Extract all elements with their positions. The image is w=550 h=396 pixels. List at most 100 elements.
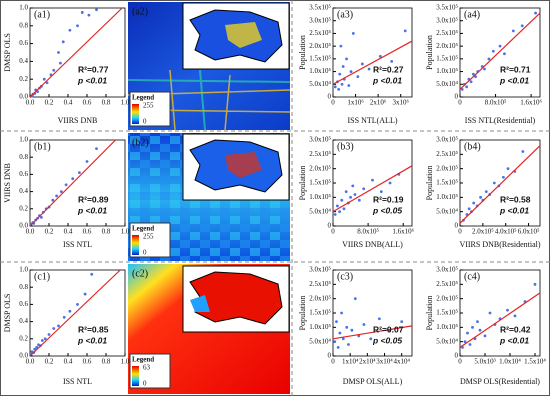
x-tick-label: 0.2 <box>45 228 54 236</box>
point <box>340 311 343 315</box>
point <box>521 150 525 153</box>
p-value: p <0.05 <box>372 335 402 345</box>
x-tick-label: 1.0x10⁴ <box>499 358 521 366</box>
p-value: p <0.05 <box>372 205 402 215</box>
r-squared: R²=0.85 <box>78 324 109 334</box>
legend-bar <box>132 366 139 386</box>
fit-line <box>459 145 541 224</box>
point <box>55 194 58 198</box>
legend-max: 255 <box>143 102 154 110</box>
fit-line <box>332 165 413 213</box>
y-tick-label: 1.0 <box>19 266 28 274</box>
x-tick-label: 8.0x10⁵ <box>357 228 379 236</box>
p-value: p <0.01 <box>77 335 107 345</box>
x-tick-label: 0 <box>331 228 335 236</box>
panel-label: (a1) <box>34 9 50 20</box>
x-tick-label: 0.6 <box>83 228 92 236</box>
y-tick-label: 5.0x10⁴ <box>309 337 331 345</box>
point <box>342 207 346 211</box>
x-tick-label: 1.0 <box>121 358 130 366</box>
y-tick-label: 1.5x10⁵ <box>436 179 458 187</box>
x-tick-label: 1.6x10⁶ <box>392 228 414 236</box>
y-tick-label: 3.5x10⁵ <box>436 4 458 12</box>
point <box>344 190 348 194</box>
y-tick-label: 0.2 <box>19 334 28 342</box>
point <box>379 54 382 58</box>
y-tick-label: 0.0 <box>19 222 28 230</box>
x-tick-label: 1.5x10⁴ <box>524 358 546 366</box>
legend-title: Legend <box>132 356 154 364</box>
point <box>335 320 338 323</box>
point <box>379 190 383 194</box>
point <box>340 198 344 202</box>
y-tick-label: 5.0x10⁴ <box>436 207 458 215</box>
point <box>57 51 60 54</box>
x-axis-label: VIIRS DNB <box>58 116 98 125</box>
fit-line <box>29 139 116 227</box>
point <box>336 346 340 349</box>
point <box>357 198 361 202</box>
point <box>506 167 510 171</box>
point <box>377 317 381 321</box>
point <box>83 292 87 296</box>
x-axis-label: ISS NTL(ALL) <box>348 116 398 125</box>
panel-label: (c4) <box>464 271 480 282</box>
y-tick-label: 5.0x10⁴ <box>436 80 458 88</box>
point <box>68 28 72 32</box>
r-squared: R²=0.42 <box>500 324 531 334</box>
point <box>351 184 355 188</box>
point <box>61 40 65 44</box>
y-tick-label: 0 <box>455 222 459 230</box>
x-axis-label: ISS NTL <box>63 377 92 386</box>
y-tick-label: 2.5x10⁵ <box>309 150 331 158</box>
fit-line <box>332 40 413 85</box>
y-tick-label: 0.2 <box>19 204 28 212</box>
x-tick-label: 1.0 <box>121 228 130 236</box>
legend-max: 255 <box>143 233 154 241</box>
y-tick-label: 1.5x10⁵ <box>309 54 331 62</box>
y-tick-label: 3.0x10⁵ <box>309 136 331 144</box>
fit-line <box>29 269 121 357</box>
x-tick-label: 1x10⁶ <box>347 99 364 107</box>
x-tick-label: 0.4 <box>64 358 73 366</box>
legend-bar <box>132 104 139 124</box>
fit-line <box>332 325 413 340</box>
y-tick-label: 0.6 <box>19 39 28 47</box>
r-squared: R²=0.71 <box>500 65 531 75</box>
point <box>90 272 94 276</box>
y-tick-label: 3.0x10⁵ <box>436 136 458 144</box>
y-tick-label: 1.0 <box>19 136 28 144</box>
x-axis-label: ISS NTL <box>63 240 92 249</box>
x-tick-label: 2x10⁶ <box>370 99 387 107</box>
point <box>487 57 491 61</box>
y-tick-label: 3.0x10⁵ <box>436 266 458 274</box>
point <box>390 60 394 63</box>
panel-label: (c2) <box>132 268 148 279</box>
y-tick-label: 1.5x10⁵ <box>436 309 458 317</box>
x-tick-label: 0 <box>331 358 335 366</box>
r-squared: R²=0.07 <box>373 324 404 334</box>
y-tick-label: 2.0x10⁵ <box>436 42 458 50</box>
point <box>335 204 339 208</box>
y-tick-label: 2.0x10⁵ <box>436 294 458 302</box>
point <box>341 65 345 68</box>
y-axis-label: Population <box>298 166 307 201</box>
point <box>347 84 351 87</box>
point <box>333 213 337 216</box>
y-tick-label: 0.4 <box>19 187 28 195</box>
point <box>80 11 84 14</box>
panel-label: (c1) <box>34 271 50 282</box>
point <box>513 314 517 318</box>
panel-label: (a3) <box>337 9 353 20</box>
x-tick-label: 8.0x10⁵ <box>485 99 507 107</box>
y-tick-label: 0.4 <box>19 317 28 325</box>
legend-bar <box>132 235 139 255</box>
point <box>71 177 75 181</box>
legend-title: Legend <box>132 225 154 233</box>
fit-line <box>29 7 123 98</box>
y-axis-label: Population <box>298 296 307 331</box>
x-tick-label: 4.0x10⁵ <box>495 228 517 236</box>
y-tick-label: 0.4 <box>19 57 28 65</box>
x-tick-label: 1.0 <box>121 99 130 107</box>
